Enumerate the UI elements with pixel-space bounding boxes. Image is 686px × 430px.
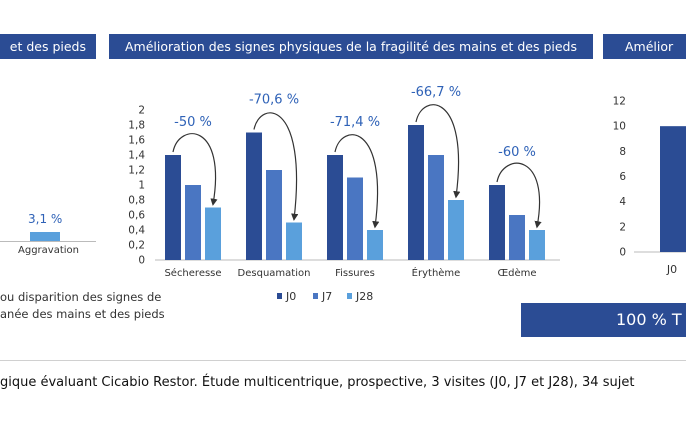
reduction-label: -70,6 % <box>249 93 299 108</box>
legend-label-j28: J28 <box>355 290 373 303</box>
left-panel-note-line1: ou disparition des signes de <box>0 290 162 304</box>
right-y-tick-label: 4 <box>619 196 626 208</box>
bar-j28 <box>367 230 383 260</box>
bar-j7 <box>185 185 201 260</box>
reduction-arrow <box>334 134 380 229</box>
bar-j7 <box>428 155 444 260</box>
category-label: Sécheresse <box>164 267 221 279</box>
y-tick-label: 0,6 <box>128 210 145 222</box>
bar-j0 <box>327 155 343 260</box>
right-y-tick-label: 2 <box>619 221 626 233</box>
reduction-arrow <box>172 133 218 206</box>
aggravation-value-label: 3,1 % <box>28 212 63 226</box>
y-tick-label: 0,4 <box>128 225 145 237</box>
right-y-tick-label: 10 <box>613 121 626 133</box>
bar-j28 <box>286 222 302 260</box>
legend-swatch-j0 <box>277 293 282 299</box>
right-y-tick-label: 12 <box>613 96 626 108</box>
legend-swatch-j28 <box>347 293 352 299</box>
reduction-arrow <box>415 104 461 199</box>
bar-j7 <box>266 170 282 260</box>
y-tick-label: 0,8 <box>128 195 145 207</box>
right-bar-j0 <box>660 126 686 252</box>
y-tick-label: 1,6 <box>128 135 145 147</box>
chart-title: Amélioration des signes physiques de la … <box>109 34 593 59</box>
legend-swatch-j7 <box>313 293 318 299</box>
y-tick-label: 1 <box>138 180 145 192</box>
bar-j28 <box>529 230 545 260</box>
category-label: Fissures <box>335 268 375 279</box>
footnote: gique évaluant Cicabio Restor. Étude mul… <box>0 375 635 390</box>
y-tick-label: 1,8 <box>128 120 145 132</box>
aggravation-bar <box>30 232 60 241</box>
reduction-label: -71,4 % <box>330 115 380 130</box>
y-tick-label: 1,4 <box>128 150 145 162</box>
reduction-label: -66,7 % <box>411 85 461 100</box>
right-category-label: J0 <box>666 263 677 276</box>
bar-j0 <box>165 155 181 260</box>
category-label: Desquamation <box>238 268 311 279</box>
reduction-label: -60 % <box>498 145 536 160</box>
footer-divider <box>0 360 686 361</box>
right-y-tick-label: 0 <box>619 247 626 259</box>
legend-label-j0: J0 <box>285 290 296 303</box>
bar-j0 <box>246 132 262 260</box>
left-panel-title: et des pieds <box>0 34 96 59</box>
category-label: Érythème <box>412 266 461 279</box>
y-tick-label: 0 <box>138 255 145 267</box>
bar-j7 <box>347 177 363 260</box>
bar-j0 <box>408 125 424 260</box>
bar-j7 <box>509 215 525 260</box>
legend-label-j7: J7 <box>321 290 332 303</box>
left-panel-axis <box>0 241 96 242</box>
right-y-tick-label: 6 <box>619 171 626 183</box>
bar-j28 <box>205 207 221 260</box>
y-tick-label: 2 <box>138 105 145 117</box>
reduction-arrow <box>253 112 299 221</box>
left-panel-note-line2: anée des mains et des pieds <box>0 307 165 321</box>
y-tick-label: 1,2 <box>128 165 145 177</box>
right-panel-title: Amélior <box>603 34 686 59</box>
result-box: 100 % T <box>521 303 686 337</box>
reduction-label: -50 % <box>174 115 212 130</box>
aggravation-category-label: Aggravation <box>18 245 79 256</box>
category-label: Œdème <box>497 267 536 279</box>
bar-j0 <box>489 185 505 260</box>
y-tick-label: 0,2 <box>128 240 145 252</box>
reduction-arrow <box>496 162 542 229</box>
bar-j28 <box>448 200 464 260</box>
right-y-tick-label: 8 <box>619 146 626 158</box>
